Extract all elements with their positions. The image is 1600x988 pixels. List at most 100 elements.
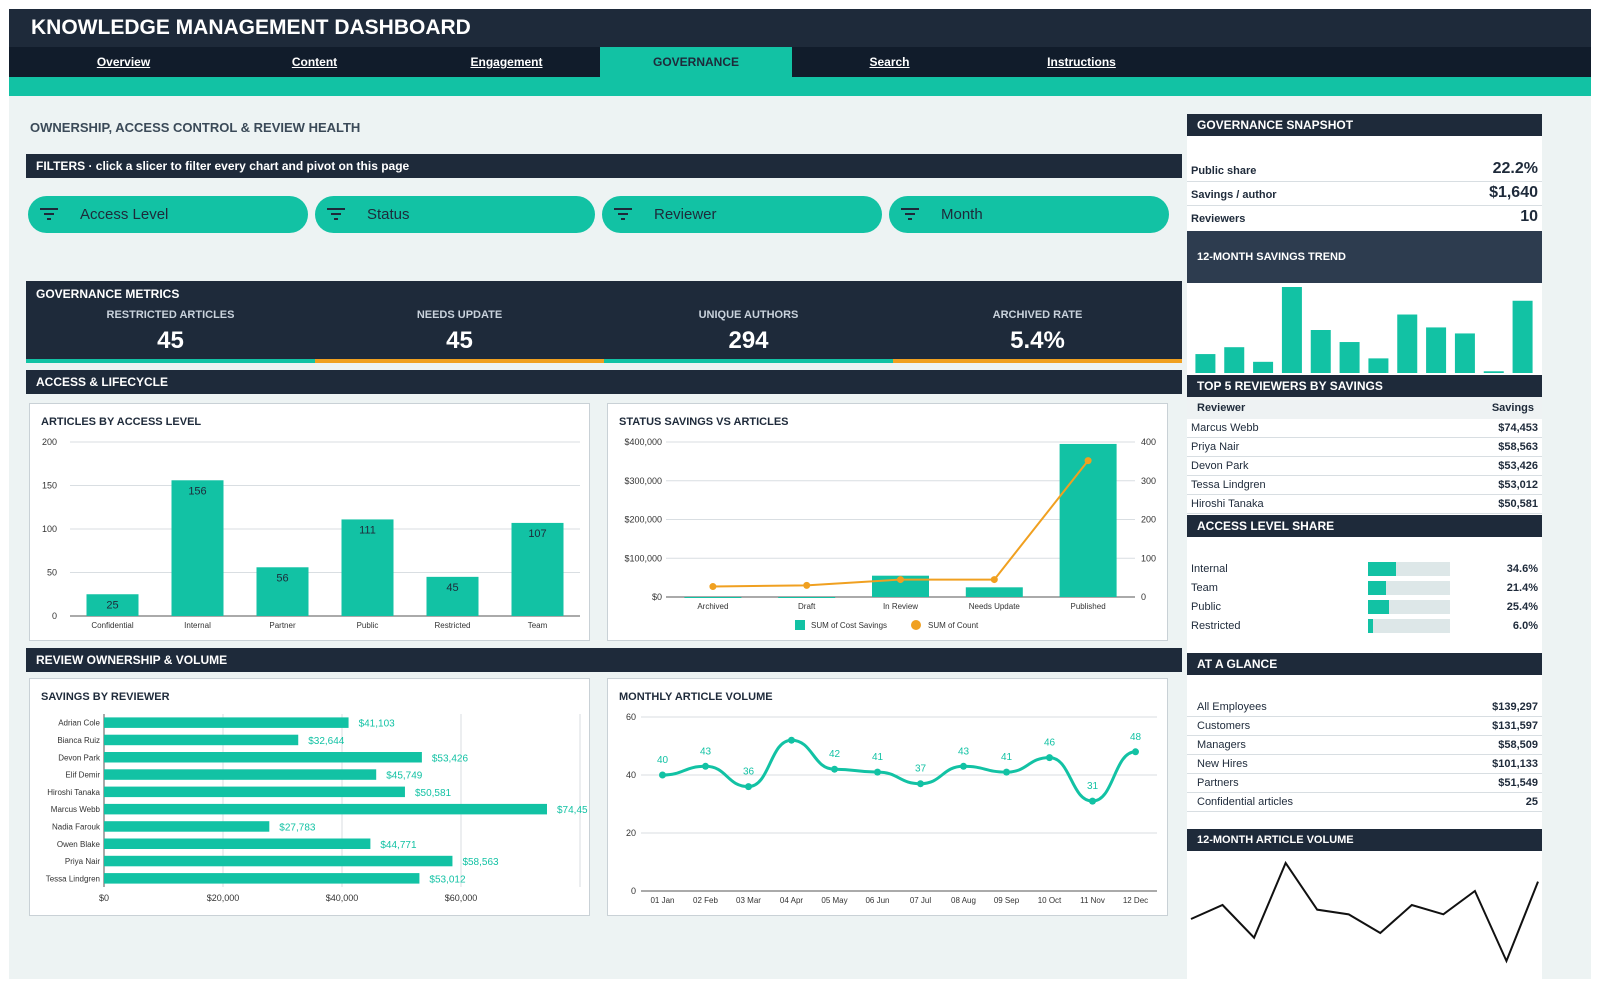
- bar: [104, 803, 547, 815]
- y-tick-label: 40: [626, 770, 636, 780]
- panel-savings-by-reviewer: SAVINGS BY REVIEWER $0 $20,000 $40,000 $60,…: [29, 678, 590, 916]
- point-label: 37: [915, 764, 927, 775]
- chart-title: SAVINGS BY REVIEWER: [41, 691, 170, 703]
- x-tick-label: Restricted: [434, 621, 470, 630]
- tab-content[interactable]: Content: [291, 55, 338, 69]
- panel-status-savings: STATUS SAVINGS VS ARTICLES $0 $100,000 $20…: [607, 403, 1168, 641]
- bar: [256, 567, 309, 616]
- spark-bar: [1368, 358, 1389, 373]
- bar: [341, 519, 394, 616]
- line-point: [1046, 754, 1053, 762]
- y-tick-label: 0: [52, 611, 57, 621]
- volume-trend-header: 12-MONTH ARTICLE VOLUME: [1187, 829, 1542, 851]
- bar: [104, 821, 270, 832]
- tab-engagement[interactable]: Engagement: [470, 55, 543, 69]
- page-title: OWNERSHIP, ACCESS CONTROL & REVIEW HEALT…: [30, 120, 361, 135]
- x-tick-label: Team: [528, 621, 548, 630]
- bar: [104, 717, 349, 728]
- reviewer-savings: $53,012: [1498, 479, 1538, 491]
- share-bar-track: [1368, 562, 1450, 576]
- tab-instructions[interactable]: Instructions: [1047, 55, 1116, 69]
- kpi-value: 45: [157, 327, 184, 354]
- x-tick-label: Internal: [184, 621, 211, 630]
- x-tick-label: Archived: [697, 602, 728, 611]
- y-tick-label: Devon Park: [58, 753, 101, 762]
- bar: [104, 855, 453, 867]
- y-tick-label-right: 400: [1141, 437, 1156, 447]
- slicer-reviewer[interactable]: Reviewer: [602, 196, 882, 233]
- share-row: Team 21.4%: [1187, 579, 1542, 598]
- slicer-access-level[interactable]: Access Level: [28, 196, 308, 233]
- bar-value-label: 107: [528, 528, 546, 540]
- dashboard-frame: KNOWLEDGE MANAGEMENT DASHBOARD Overview …: [9, 9, 1591, 979]
- x-tick-label: Partner: [269, 621, 296, 630]
- tab-governance[interactable]: GOVERNANCE: [600, 47, 792, 77]
- x-tick-label: 07 Jul: [910, 896, 932, 905]
- slicer-status[interactable]: Status: [315, 196, 595, 233]
- glance-row: New Hires $101,133: [1187, 755, 1542, 774]
- share-bar-fill: [1368, 600, 1389, 614]
- share-bar-fill: [1368, 619, 1373, 633]
- reviewer-savings: $50,581: [1498, 498, 1538, 510]
- series-line: [712, 459, 1089, 588]
- x-tick-label: 10 Oct: [1038, 896, 1062, 905]
- share-label: Team: [1191, 582, 1218, 594]
- spark-bar: [1195, 354, 1216, 373]
- snapshot-row: Reviewers 10: [1187, 206, 1542, 230]
- share-row: Internal 34.6%: [1187, 560, 1542, 579]
- x-tick-label: 01 Jan: [650, 896, 674, 905]
- share-value: 34.6%: [1506, 563, 1538, 575]
- bar: [104, 734, 299, 746]
- kpi-label: UNIQUE AUTHORS: [698, 309, 799, 321]
- line-point: [831, 765, 838, 773]
- glance-label: New Hires: [1197, 758, 1248, 770]
- share-bar-track: [1368, 619, 1450, 633]
- chart-title: ARTICLES BY ACCESS LEVEL: [41, 416, 202, 428]
- spark-bar: [1281, 287, 1302, 373]
- kpi-value: 45: [446, 327, 473, 354]
- y-tick-label: 20: [626, 828, 636, 838]
- slicer-month[interactable]: Month: [889, 196, 1169, 233]
- y-tick-label: 200: [42, 437, 57, 447]
- line-point: [788, 736, 795, 744]
- filter-icon: [614, 208, 632, 220]
- bar: [171, 480, 224, 616]
- legend-label: SUM of Cost Savings: [811, 621, 887, 630]
- tab-search[interactable]: Search: [869, 55, 910, 69]
- x-tick-label: 05 May: [821, 896, 847, 905]
- bar-value-label: $50,581: [415, 788, 452, 799]
- status-savings-chart: $0 $100,000 $200,000 $300,000 $400,000 0 100 20…: [624, 437, 1156, 630]
- bar-value-label: $53,426: [432, 753, 469, 764]
- metrics-title: GOVERNANCE METRICS: [36, 287, 180, 301]
- glance-label: All Employees: [1197, 701, 1267, 713]
- bar-value-label: 111: [359, 524, 376, 536]
- filter-icon: [327, 208, 345, 220]
- tab-overview[interactable]: Overview: [96, 55, 151, 69]
- articles-by-access-chart: 0 50 100 150 200 25 Confidential 156 Internal 56 P…: [42, 437, 580, 630]
- snapshot-label: Public share: [1191, 165, 1257, 177]
- y-tick-label: Adrian Cole: [58, 719, 100, 728]
- line-point: [874, 768, 881, 776]
- share-label: Restricted: [1191, 620, 1241, 632]
- y-tick-label-right: 0: [1141, 592, 1146, 602]
- spark-bar: [1512, 300, 1533, 373]
- kpi-label: NEEDS UPDATE: [416, 309, 503, 321]
- reviewer-name: Tessa Lindgren: [1191, 479, 1266, 491]
- reviewer-name: Marcus Webb: [1191, 422, 1259, 434]
- kpi-label: ARCHIVED RATE: [992, 309, 1083, 321]
- bar-value-label: $58,563: [462, 857, 499, 868]
- filters-header: FILTERS · click a slicer to filter every…: [26, 154, 1182, 178]
- y-tick-label-left: $300,000: [624, 476, 662, 486]
- x-tick-label: Draft: [798, 602, 816, 611]
- y-tick-label: 150: [42, 481, 57, 491]
- share-value: 25.4%: [1506, 601, 1538, 613]
- point-label: 41: [1001, 752, 1013, 763]
- reviewer-name: Hiroshi Tanaka: [1191, 498, 1264, 510]
- x-tick-label: 06 Jun: [865, 896, 889, 905]
- line-point: [897, 576, 904, 584]
- line-point: [1003, 768, 1010, 776]
- col-savings: Savings: [1491, 402, 1534, 414]
- reviewer-row: Devon Park $53,426: [1187, 457, 1542, 476]
- y-tick-label-right: 200: [1141, 515, 1156, 525]
- share-label: Public: [1191, 601, 1221, 613]
